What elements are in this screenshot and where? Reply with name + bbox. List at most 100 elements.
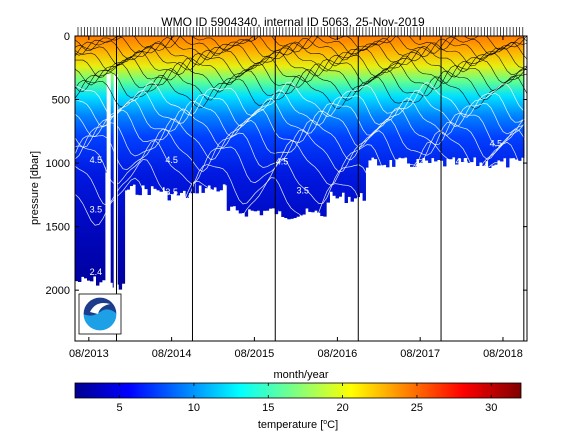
profile-column: [395, 36, 399, 160]
profile-column: [491, 36, 495, 166]
noaa-logo: [78, 293, 122, 335]
contour-label: 3.5: [90, 205, 103, 215]
data-gap: [106, 74, 111, 291]
x-tick-label: 08/2016: [318, 348, 358, 360]
x-tick-label: 08/2013: [69, 348, 109, 360]
profile-column: [317, 36, 321, 213]
profile-column: [377, 36, 381, 166]
y-tick-label: 0: [64, 31, 70, 43]
profile-column: [247, 36, 252, 210]
profile-column: [129, 36, 133, 187]
profile-column: [443, 36, 447, 167]
profile-column: [344, 36, 348, 204]
profile-column: [109, 36, 114, 283]
profile-column: [437, 36, 441, 160]
profile-column: [500, 36, 504, 162]
profile-column: [132, 36, 136, 185]
profile-column: [473, 36, 477, 158]
profile-column: [81, 36, 85, 277]
profile-column: [353, 36, 357, 199]
profile-column: [368, 36, 372, 161]
profile-column: [287, 36, 291, 220]
profile-column: [147, 36, 151, 195]
colorbar-tick-label: 5: [117, 402, 123, 414]
y-tick-label: 500: [52, 95, 70, 107]
isotherm-line: [75, 81, 527, 118]
isotherm-line: [75, 74, 527, 110]
contour-label: 4.5: [490, 139, 503, 149]
profile-column: [213, 36, 217, 188]
profile-column: [229, 36, 234, 207]
profile-column: [102, 36, 107, 167]
colorbar-tick-label: 25: [411, 402, 423, 414]
isotherm-line: [75, 41, 527, 67]
y-tick-label: 2000: [46, 285, 70, 297]
profile-column: [428, 36, 432, 163]
year-separator-lines: [116, 36, 525, 341]
profile-column: [179, 36, 183, 193]
profile-column: [153, 36, 157, 189]
profile-column: [452, 36, 456, 158]
profile-column: [308, 36, 312, 212]
profile-column: [271, 36, 276, 209]
profile-column: [404, 36, 408, 158]
contour-label: 3.5: [165, 187, 178, 197]
profile-column: [512, 36, 516, 159]
profile-column: [126, 36, 130, 190]
profile-column: [350, 36, 354, 202]
profile-column: [299, 36, 303, 216]
profile-column: [182, 36, 186, 191]
contour-label: 4.5: [276, 156, 289, 166]
profile-column: [521, 36, 525, 158]
chart-title: WMO ID 5904340, internal ID 5063, 25-Nov…: [161, 15, 425, 29]
profile-column: [413, 36, 417, 168]
y-tick-label: 1500: [46, 222, 70, 234]
profile-column: [302, 36, 306, 215]
profile-column: [446, 36, 450, 159]
profile-column: [75, 36, 79, 282]
profile-column: [434, 36, 438, 162]
isotherm-line: [75, 158, 527, 206]
profile-column: [290, 36, 294, 219]
profile-column: [386, 36, 390, 168]
profile-column: [207, 36, 211, 186]
profile-column: [371, 36, 375, 158]
isotherm-line: [75, 45, 527, 73]
profile-column: [440, 36, 444, 161]
isotherm-line: [75, 55, 527, 86]
profile-column: [293, 36, 297, 219]
profile-column: [329, 36, 333, 192]
profile-column: [159, 36, 163, 192]
temperature-section: [75, 36, 525, 291]
profile-column: [244, 36, 249, 217]
profile-column: [374, 36, 378, 160]
x-tick-label: 08/2017: [400, 348, 440, 360]
y-axis: 0 500 1000 1500 2000: [46, 31, 527, 297]
profile-column: [416, 36, 420, 160]
profile-column: [332, 36, 336, 196]
profile-column: [422, 36, 426, 158]
profile-column: [506, 36, 510, 168]
profile-column: [335, 36, 339, 199]
profile-column: [497, 36, 501, 161]
contour-label: 4.5: [165, 155, 178, 165]
isotherm-line: [75, 36, 527, 52]
isotherm-line: [75, 107, 527, 148]
profile-column: [467, 36, 471, 163]
profile-column: [173, 36, 177, 192]
plot-frame: [74, 35, 528, 342]
profile-column: [347, 36, 351, 197]
profile-date-ticks: [77, 27, 524, 36]
colorbar-tick-label: 20: [336, 402, 348, 414]
profile-column: [123, 36, 127, 191]
profile-column: [431, 36, 435, 159]
profile-column: [210, 36, 214, 190]
profile-column: [281, 36, 285, 217]
profile-column: [326, 36, 330, 203]
profile-column: [509, 36, 513, 159]
profile-column: [232, 36, 237, 207]
profile-column: [359, 36, 363, 194]
profile-column: [410, 36, 414, 167]
contour-label: 4.5: [90, 155, 103, 165]
isotherm-line: [75, 89, 527, 128]
